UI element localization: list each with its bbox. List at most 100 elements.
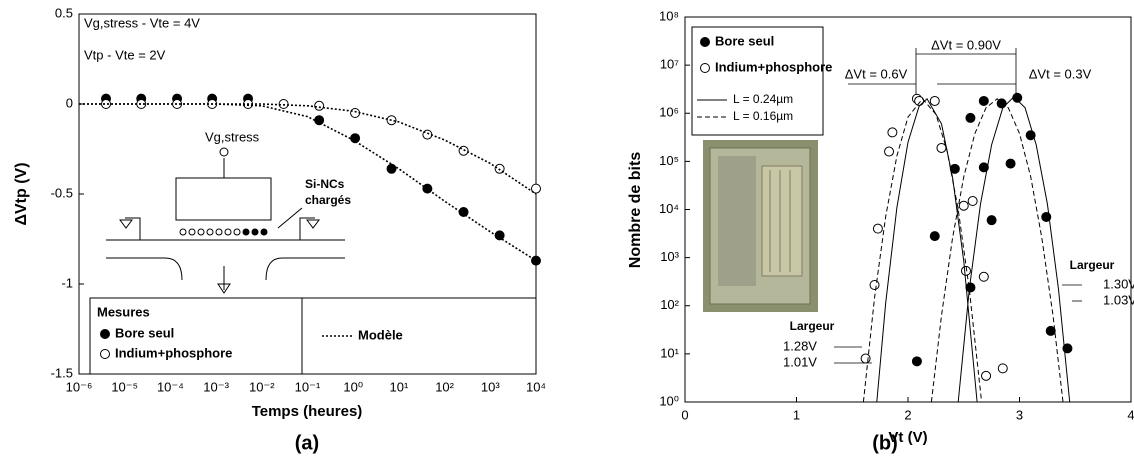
data-point (887, 127, 898, 138)
legend-marker (700, 37, 710, 47)
legend-marker (100, 349, 110, 359)
y-tick-label: -1 (61, 275, 73, 290)
y-tick-label: 10¹ (660, 345, 679, 360)
data-point (860, 353, 871, 364)
legend-label: Indium+phosphore (115, 345, 232, 360)
legend-label: Bore seul (715, 33, 774, 48)
y-tick-label: 10⁷ (660, 57, 679, 72)
y-tick-label: 10⁵ (659, 153, 679, 168)
y-tick-label: 10² (660, 297, 679, 312)
y-tick-label: -1.5 (51, 365, 73, 380)
annotation: 1.28V (783, 338, 817, 353)
data-point (997, 363, 1008, 374)
data-point (1045, 325, 1056, 336)
data-point (936, 142, 947, 153)
annotation-arrows (834, 48, 1082, 364)
y-axis-label: ΔVtp (V) (13, 162, 30, 225)
annotation: Si-NCs (305, 177, 345, 191)
legend-label: L = 0.16µm (733, 109, 793, 123)
legend-label: Bore seul (115, 325, 174, 340)
data-point (884, 146, 895, 157)
device-schematic (106, 147, 345, 294)
chart-panel: 10⁻⁶ 10⁻⁵ 10⁻⁴ 10⁻³ 10⁻² 10⁻¹ 10⁰ 10¹ 10² 10³ 10⁴ -… (13, 5, 546, 454)
x-tick-label: 10⁻⁶ (66, 379, 93, 394)
legend-marker (100, 329, 110, 339)
y-tick-label: 10⁸ (659, 8, 679, 23)
x-tick-label: 10⁻² (249, 379, 275, 394)
data-point (314, 100, 325, 111)
data-point (1012, 92, 1023, 103)
y-tick-label: 0.5 (55, 5, 73, 20)
x-axis-label: Temps (heures) (252, 403, 363, 420)
series-line (876, 96, 1071, 403)
y-axis-label: Nombre de bits (627, 152, 644, 269)
series-line (862, 98, 1064, 403)
legend-label: Indium+phosphore (715, 59, 832, 74)
data-point (458, 207, 469, 217)
panel-label: (a) (295, 432, 319, 454)
legend-title: Mesures (97, 304, 150, 319)
data-point (872, 223, 883, 234)
x-tick-label: 10⁻¹ (295, 379, 321, 394)
x-tick-label: 3 (1016, 407, 1023, 422)
annotation: Largeur (1070, 258, 1115, 272)
x-tick-label: 0 (681, 407, 688, 422)
annotation: 1.03V (1103, 292, 1134, 307)
x-tick-label: 10⁻⁴ (157, 379, 184, 394)
chart-panel: 0 1 2 3 4 10⁰ 10¹ 10² 10³ 10⁴ 10⁵ 10⁶ 10⁷ 10⁸ Vt (V) No… (627, 8, 1134, 454)
data-point (929, 95, 940, 106)
annotation: Vg,stress (205, 129, 260, 144)
data-point (978, 271, 989, 282)
data-point (914, 95, 925, 106)
legend-box (691, 26, 824, 136)
legend-marker (700, 63, 710, 73)
x-tick-label: 10⁻⁵ (111, 379, 138, 394)
annotation: 1.30V (1103, 276, 1134, 291)
annotation: chargés (305, 193, 351, 207)
legend-label: Modèle (358, 327, 403, 342)
annotation: ΔVt = 0.90V (931, 37, 1001, 52)
x-tick-label: 10³ (481, 379, 500, 394)
x-tick-label: 10⁻³ (203, 379, 229, 394)
chip-photo (703, 140, 818, 312)
annotation: Vg,stress - Vte = 4V (84, 15, 200, 30)
x-tick-label: 1 (793, 407, 800, 422)
y-tick-label: -0.5 (51, 185, 73, 200)
y-tick-label: 10³ (660, 249, 679, 264)
annotation: Largeur (790, 319, 835, 333)
data-point (869, 279, 880, 290)
data-point (996, 98, 1007, 109)
annotation: ΔVt = 0.3V (1029, 66, 1092, 81)
nanocrystals (179, 228, 268, 236)
data-point (978, 162, 989, 173)
data-point (981, 370, 992, 381)
x-tick-label: 10¹ (390, 379, 409, 394)
x-axis-label: Vt (V) (888, 429, 927, 446)
annotation: Vtp - Vte = 2V (84, 47, 166, 62)
y-tick-label: 0 (66, 95, 73, 110)
data-point (965, 112, 976, 123)
data-point (386, 163, 397, 174)
data-point (350, 133, 361, 144)
data-point (986, 215, 997, 226)
data-point (101, 99, 112, 109)
data-point (958, 200, 969, 211)
x-tick-label: 10⁴ (526, 379, 546, 394)
y-tick-label: 10⁰ (659, 393, 679, 408)
x-tick-label: 4 (1127, 407, 1134, 422)
annotation: ΔVt = 0.6V (845, 66, 908, 81)
data-point (911, 356, 922, 367)
data-point (978, 95, 989, 106)
data-point (1005, 158, 1016, 169)
data-point (967, 196, 978, 207)
series-line (79, 103, 537, 195)
data-point (929, 231, 940, 242)
annotation: 1.01V (783, 354, 817, 369)
data-point (350, 108, 361, 118)
x-tick-label: 2 (904, 407, 911, 422)
panel-label: (b) (872, 432, 898, 454)
data-point (314, 115, 325, 126)
y-tick-label: 10⁴ (659, 201, 679, 216)
data-point (1062, 343, 1073, 354)
